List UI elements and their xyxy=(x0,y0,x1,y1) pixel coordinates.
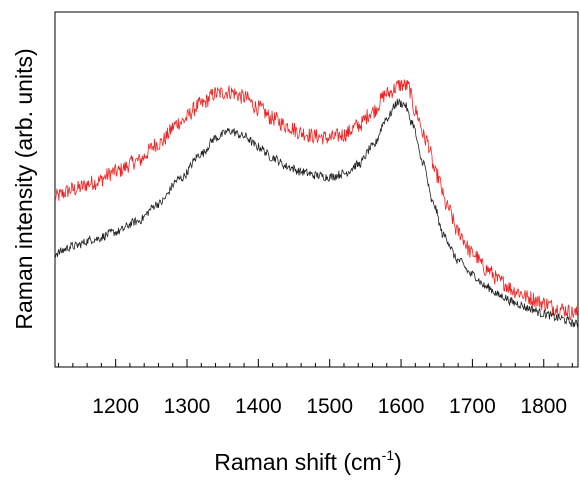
x-tick-label: 1700 xyxy=(449,395,496,418)
x-tick-label: 1400 xyxy=(235,395,282,418)
plot-frame xyxy=(54,11,579,368)
series-line-2 xyxy=(55,98,578,328)
x-axis-ticks xyxy=(58,359,573,367)
x-tick-label: 1800 xyxy=(520,395,567,418)
x-axis-label: Raman shift (cm-1) xyxy=(214,447,402,475)
series-group xyxy=(55,79,578,328)
x-tick-label: 1200 xyxy=(92,395,139,418)
x-tick-label: 1600 xyxy=(378,395,425,418)
x-tick-label: 1500 xyxy=(306,395,353,418)
x-axis-tick-labels: 1200 1300 1400 1500 1600 1700 1800 xyxy=(92,395,567,418)
series-line-1 xyxy=(55,79,578,321)
y-axis-label: Raman intensity (arb. units) xyxy=(11,48,37,329)
x-tick-label: 1300 xyxy=(164,395,211,418)
